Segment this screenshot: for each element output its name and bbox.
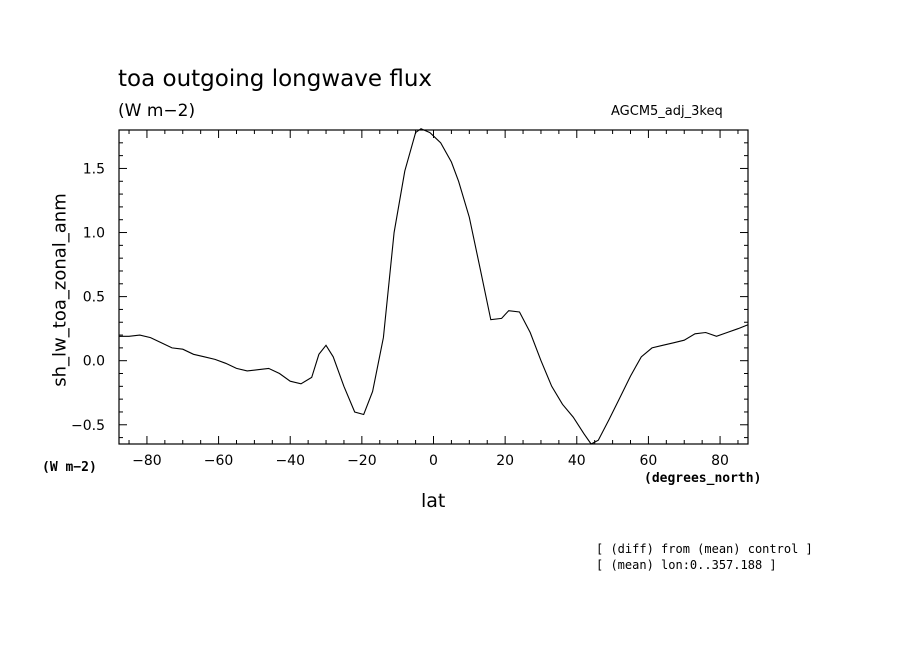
y-tick-label: 1.0 bbox=[83, 226, 105, 242]
y-tick-label: 0.0 bbox=[83, 354, 105, 370]
x-tick-label: −60 bbox=[204, 453, 234, 469]
x-tick-label: 20 bbox=[496, 453, 514, 469]
x-tick-label: 60 bbox=[640, 453, 658, 469]
x-tick-label: −80 bbox=[132, 453, 162, 469]
data-line bbox=[119, 128, 749, 445]
chart-units: (W m−2) bbox=[118, 101, 196, 121]
axis-ticks bbox=[119, 129, 748, 444]
note-mean: [ (mean) lon:0..357.188 ] bbox=[596, 558, 777, 572]
y-tick-label: 0.5 bbox=[83, 290, 105, 306]
axis-tick-labels: −80 −60 −40 −20 0 20 40 60 80 −0.5 0.0 0.5 1.0 1.5 bbox=[71, 161, 729, 469]
x-axis-label: lat bbox=[421, 490, 446, 512]
note-diff: [ (diff) from (mean) control ] bbox=[596, 542, 813, 556]
x-tick-label: −20 bbox=[347, 453, 377, 469]
y-axis-label: sh_lw_toa_zonal_anm bbox=[49, 193, 71, 387]
y-tick-label: 1.5 bbox=[83, 161, 105, 177]
x-tick-label: −40 bbox=[275, 453, 305, 469]
x-tick-label: 0 bbox=[429, 453, 438, 469]
chart-title: toa outgoing longwave flux bbox=[118, 66, 433, 92]
y-axis-units: (W m−2) bbox=[42, 460, 97, 475]
x-tick-label: 40 bbox=[568, 453, 586, 469]
y-tick-label: −0.5 bbox=[71, 418, 105, 434]
run-label: AGCM5_adj_3keq bbox=[611, 104, 723, 119]
plot-frame bbox=[118, 129, 749, 445]
x-axis-units: (degrees_north) bbox=[644, 471, 762, 486]
x-tick-label: 80 bbox=[711, 453, 729, 469]
